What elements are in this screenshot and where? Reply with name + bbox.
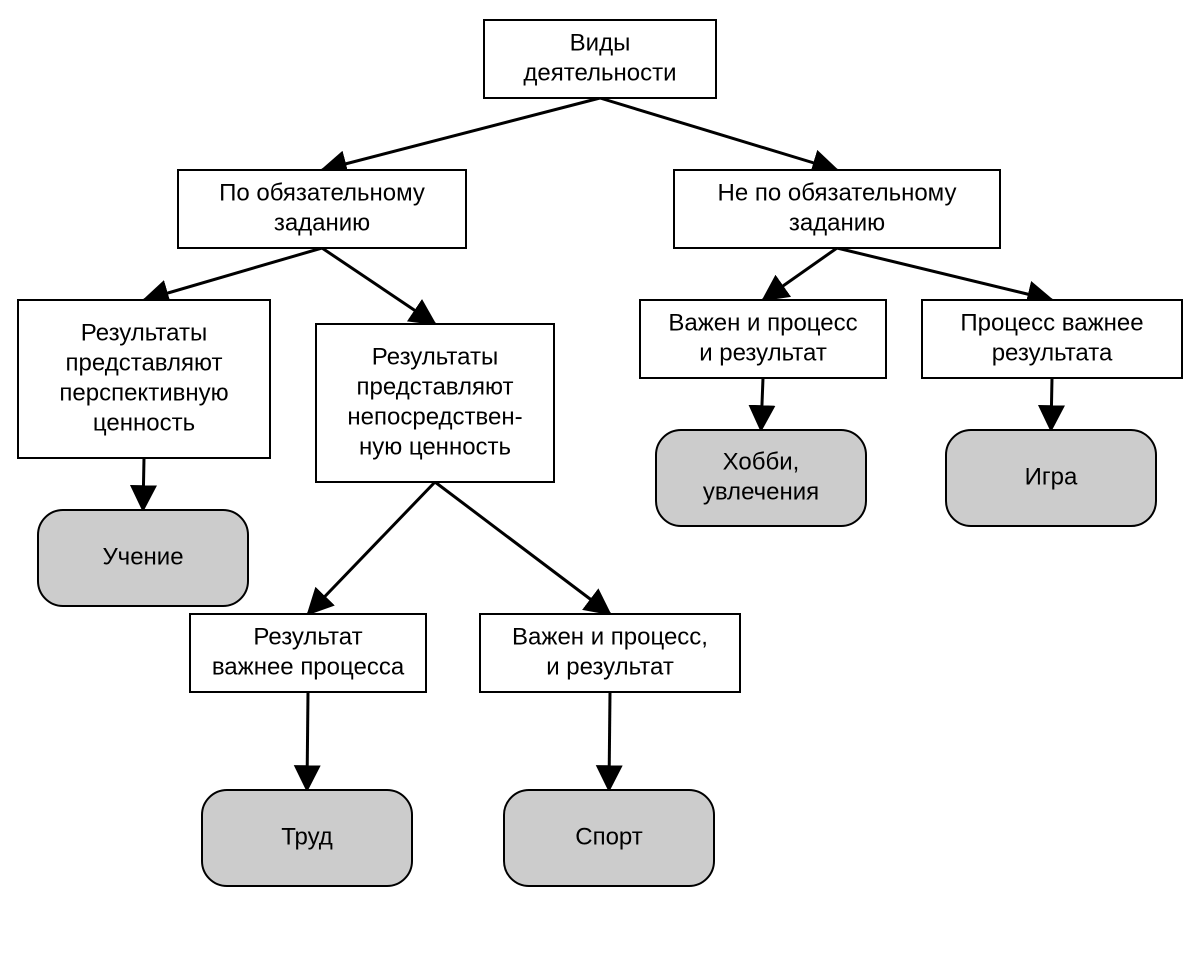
node-root: Виды деятельности (484, 20, 716, 98)
edge-n7-L4 (307, 692, 308, 790)
node-label-L1-line0: Учение (102, 543, 183, 570)
node-label-L3-line0: Игра (1025, 463, 1078, 490)
node-label-n7-line1: важнее процесса (212, 653, 405, 680)
node-label-L4-line0: Труд (281, 823, 333, 850)
node-label-n3-line1: представляют (66, 349, 223, 376)
node-label-L5-line0: Спорт (575, 823, 643, 850)
edge-n8-L5 (609, 692, 610, 790)
node-label-root-line0: Виды (570, 29, 631, 56)
node-label-n8-line1: и результат (546, 653, 674, 680)
node-n5: Важен и процесс и результат (640, 300, 886, 378)
node-L3: Игра (946, 430, 1156, 526)
node-label-n4-line3: ную ценность (359, 433, 511, 460)
node-label-n4-line0: Результаты (372, 343, 498, 370)
node-n6: Процесс важнее результата (922, 300, 1182, 378)
node-label-n3-line2: перспективную (59, 379, 228, 406)
edge-n2-n6 (837, 248, 1052, 300)
node-label-n8-line0: Важен и процесс, (512, 623, 708, 650)
node-label-n1-line0: По обязательному (219, 179, 425, 206)
edge-root-n1 (322, 98, 600, 170)
edge-n1-n4 (322, 248, 435, 324)
edge-n3-L1 (143, 458, 144, 510)
node-label-n2-line0: Не по обязательному (718, 179, 957, 206)
edge-n5-L2 (761, 378, 763, 430)
node-L2: Хобби, увлечения (656, 430, 866, 526)
node-label-L2-line1: увлечения (703, 478, 819, 505)
node-label-root-line1: деятельности (523, 59, 676, 86)
node-label-n2-line1: заданию (789, 209, 885, 236)
edge-root-n2 (600, 98, 837, 170)
edge-n4-n8 (435, 482, 610, 614)
node-L1: Учение (38, 510, 248, 606)
node-label-n5-line1: и результат (699, 339, 827, 366)
node-label-n1-line1: заданию (274, 209, 370, 236)
node-L5: Спорт (504, 790, 714, 886)
node-label-n5-line0: Важен и процесс (668, 309, 857, 336)
node-n1: По обязательному заданию (178, 170, 466, 248)
edge-n4-n7 (308, 482, 435, 614)
node-label-n7-line0: Результат (253, 623, 362, 650)
node-label-n4-line2: непосредствен- (347, 403, 522, 430)
node-label-n6-line1: результата (992, 339, 1113, 366)
node-label-n3-line0: Результаты (81, 319, 207, 346)
node-n3: Результаты представляют перспективную ценно… (18, 300, 270, 458)
edge-n1-n3 (144, 248, 322, 300)
diagram-canvas: ВидыдеятельностиПо обязательномузаданиюН… (0, 0, 1200, 957)
node-L4: Труд (202, 790, 412, 886)
node-n2: Не по обязательному заданию (674, 170, 1000, 248)
node-n4: Результаты представляют непосредствен-ную … (316, 324, 554, 482)
node-label-n6-line0: Процесс важнее (960, 309, 1143, 336)
edge-n6-L3 (1051, 378, 1052, 430)
node-label-n3-line3: ценность (93, 409, 195, 436)
edge-n2-n5 (763, 248, 837, 300)
node-n7: Результат важнее процесса (190, 614, 426, 692)
node-label-n4-line1: представляют (357, 373, 514, 400)
node-n8: Важен и процесс, и результат (480, 614, 740, 692)
node-label-L2-line0: Хобби, (723, 448, 800, 475)
